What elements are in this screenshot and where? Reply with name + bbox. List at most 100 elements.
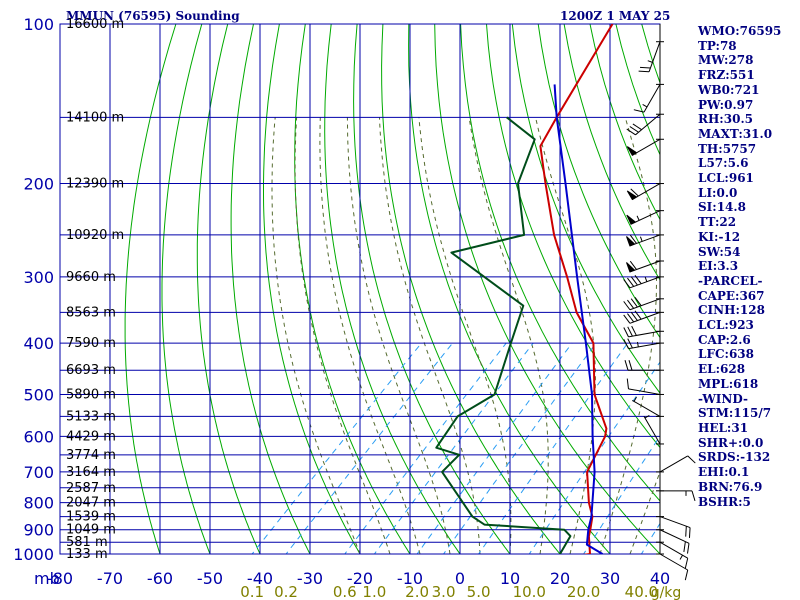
index-item: SW:54: [698, 244, 741, 259]
wind-barb: [626, 378, 664, 395]
wind-barb: [623, 310, 664, 324]
dry-adiabat-line: [294, 24, 411, 554]
moist-adiabat-line: [468, 117, 549, 554]
mixing-ratio-label: 0.2: [274, 583, 298, 600]
temperature-tick-label: 0: [455, 569, 465, 588]
height-label: 10920 m: [66, 228, 124, 243]
height-label: 9660 m: [66, 270, 116, 285]
dry-adiabat-line: [324, 24, 461, 554]
index-item: TP:78: [698, 38, 737, 53]
wind-barb: [623, 296, 664, 311]
index-item: EL:628: [698, 362, 746, 377]
wind-barb: [626, 183, 664, 201]
dry-adiabat-line: [353, 24, 511, 554]
mixing-ratio-label: 0.1: [240, 583, 264, 600]
mixing-unit-label: g/kg: [651, 585, 682, 600]
wind-barb: [656, 490, 696, 501]
index-item: CAP:2.6: [698, 332, 751, 347]
pressure-tick-label: 600: [23, 427, 54, 446]
temperature-tick-label: 10: [500, 569, 520, 588]
pressure-tick-label: 300: [23, 268, 54, 287]
mixing-ratio-line: [528, 361, 660, 554]
height-label: 2587 m: [66, 481, 116, 496]
index-item: FRZ:551: [698, 68, 755, 83]
mixing-ratio-line: [251, 342, 422, 554]
index-item: TT:22: [698, 215, 737, 230]
pressure-tick-label: 100: [23, 15, 54, 34]
wind-barb: [626, 234, 664, 247]
index-item: LFC:638: [698, 347, 754, 362]
dry-adiabat-line: [486, 24, 660, 449]
wind-barb: [623, 325, 664, 338]
index-item: -PARCEL-: [698, 273, 763, 288]
moist-adiabat-line: [319, 117, 421, 554]
index-item: LCL:923: [698, 318, 754, 333]
dry-adiabat-line: [511, 24, 660, 394]
index-item: CAPE:367: [698, 288, 765, 303]
temperature-tick-label: -70: [97, 569, 123, 588]
dry-adiabat-line: [408, 24, 611, 554]
wind-barb: [643, 415, 664, 445]
axis-labels-layer: -80 -70 -60 -50 -40 -30 -20 -10 0 10 20 30 40 mb 100 20…: [13, 15, 681, 600]
stability-indices-list: WMO:76595 TP:78 MW:278 FRZ:551 WB0:721 PW:0.9…: [698, 24, 781, 509]
temperature-tick-label: -20: [347, 569, 373, 588]
pressure-tick-label: 1000: [13, 545, 54, 564]
index-item: CINH:128: [698, 303, 765, 318]
wind-barbs-layer: [623, 24, 696, 581]
temperature-tick-label: -30: [297, 569, 323, 588]
index-item: SI:14.8: [698, 200, 746, 215]
height-label: 3774 m: [66, 448, 116, 463]
pressure-tick-label: 900: [23, 521, 54, 540]
index-item: WMO:76595: [698, 24, 782, 38]
wind-barb: [633, 83, 664, 113]
mixing-ratio-line: [285, 342, 453, 554]
mixing-ratio-label: 5.0: [467, 583, 491, 600]
parcel-trace: [553, 84, 604, 554]
height-label: 133 m: [66, 547, 108, 562]
mixing-ratio-label: 40.0: [625, 583, 658, 600]
dry-adiabat-line: [196, 24, 261, 554]
height-label: 16600 m: [66, 17, 124, 32]
wind-barb: [626, 260, 664, 273]
mixing-ratio-line: [416, 342, 573, 554]
dry-adiabat-line: [537, 24, 660, 339]
wind-barb: [656, 455, 696, 473]
height-label: 1049 m: [66, 523, 116, 538]
mixing-ratio-label: 10.0: [513, 583, 546, 600]
index-item: BRN:76.9: [698, 479, 763, 494]
index-item: BSHR:5: [698, 494, 751, 509]
wind-barb: [656, 516, 691, 538]
wind-barb: [656, 529, 690, 554]
moist-adiabat-line: [294, 117, 391, 554]
index-item: SRDS:-132: [698, 450, 771, 465]
height-label: 3164 m: [66, 465, 116, 480]
pressure-tick-label: 800: [23, 494, 54, 513]
height-label: 1539 m: [66, 510, 116, 525]
index-item: MAXT:31.0: [698, 126, 773, 141]
wind-barb: [656, 541, 689, 569]
dry-adiabat-line: [263, 24, 361, 554]
mixing-ratio-line: [583, 435, 660, 554]
index-item: SHR+:0.0: [698, 435, 764, 450]
temperature-tick-label: -60: [147, 569, 173, 588]
dry-adiabat-line: [230, 24, 311, 554]
mixing-ratio-label: 2.0: [405, 583, 429, 600]
height-label: 12390 m: [66, 177, 124, 192]
wind-barb: [638, 41, 664, 73]
wind-barb: [656, 553, 689, 581]
index-item: -WIND-: [698, 391, 748, 406]
valid-time-label: 1200Z 1 MAY 25: [560, 9, 671, 23]
moist-adiabat-line: [418, 117, 512, 554]
sounding-traces-layer: [435, 24, 614, 554]
index-item: WB0:721: [698, 82, 760, 97]
mixing-ratio-line: [442, 342, 597, 554]
pressure-unit-label: mb: [34, 569, 60, 588]
pressure-tick-label: 400: [23, 334, 54, 353]
index-item: STM:115/7: [698, 406, 772, 421]
index-item: KI:-12: [698, 229, 741, 244]
index-item: MW:278: [698, 53, 754, 68]
wind-barb: [632, 396, 664, 417]
temperature-tick-label: 40: [650, 569, 670, 588]
index-item: EI:3.3: [698, 259, 739, 274]
dry-adiabat-line: [434, 24, 660, 554]
